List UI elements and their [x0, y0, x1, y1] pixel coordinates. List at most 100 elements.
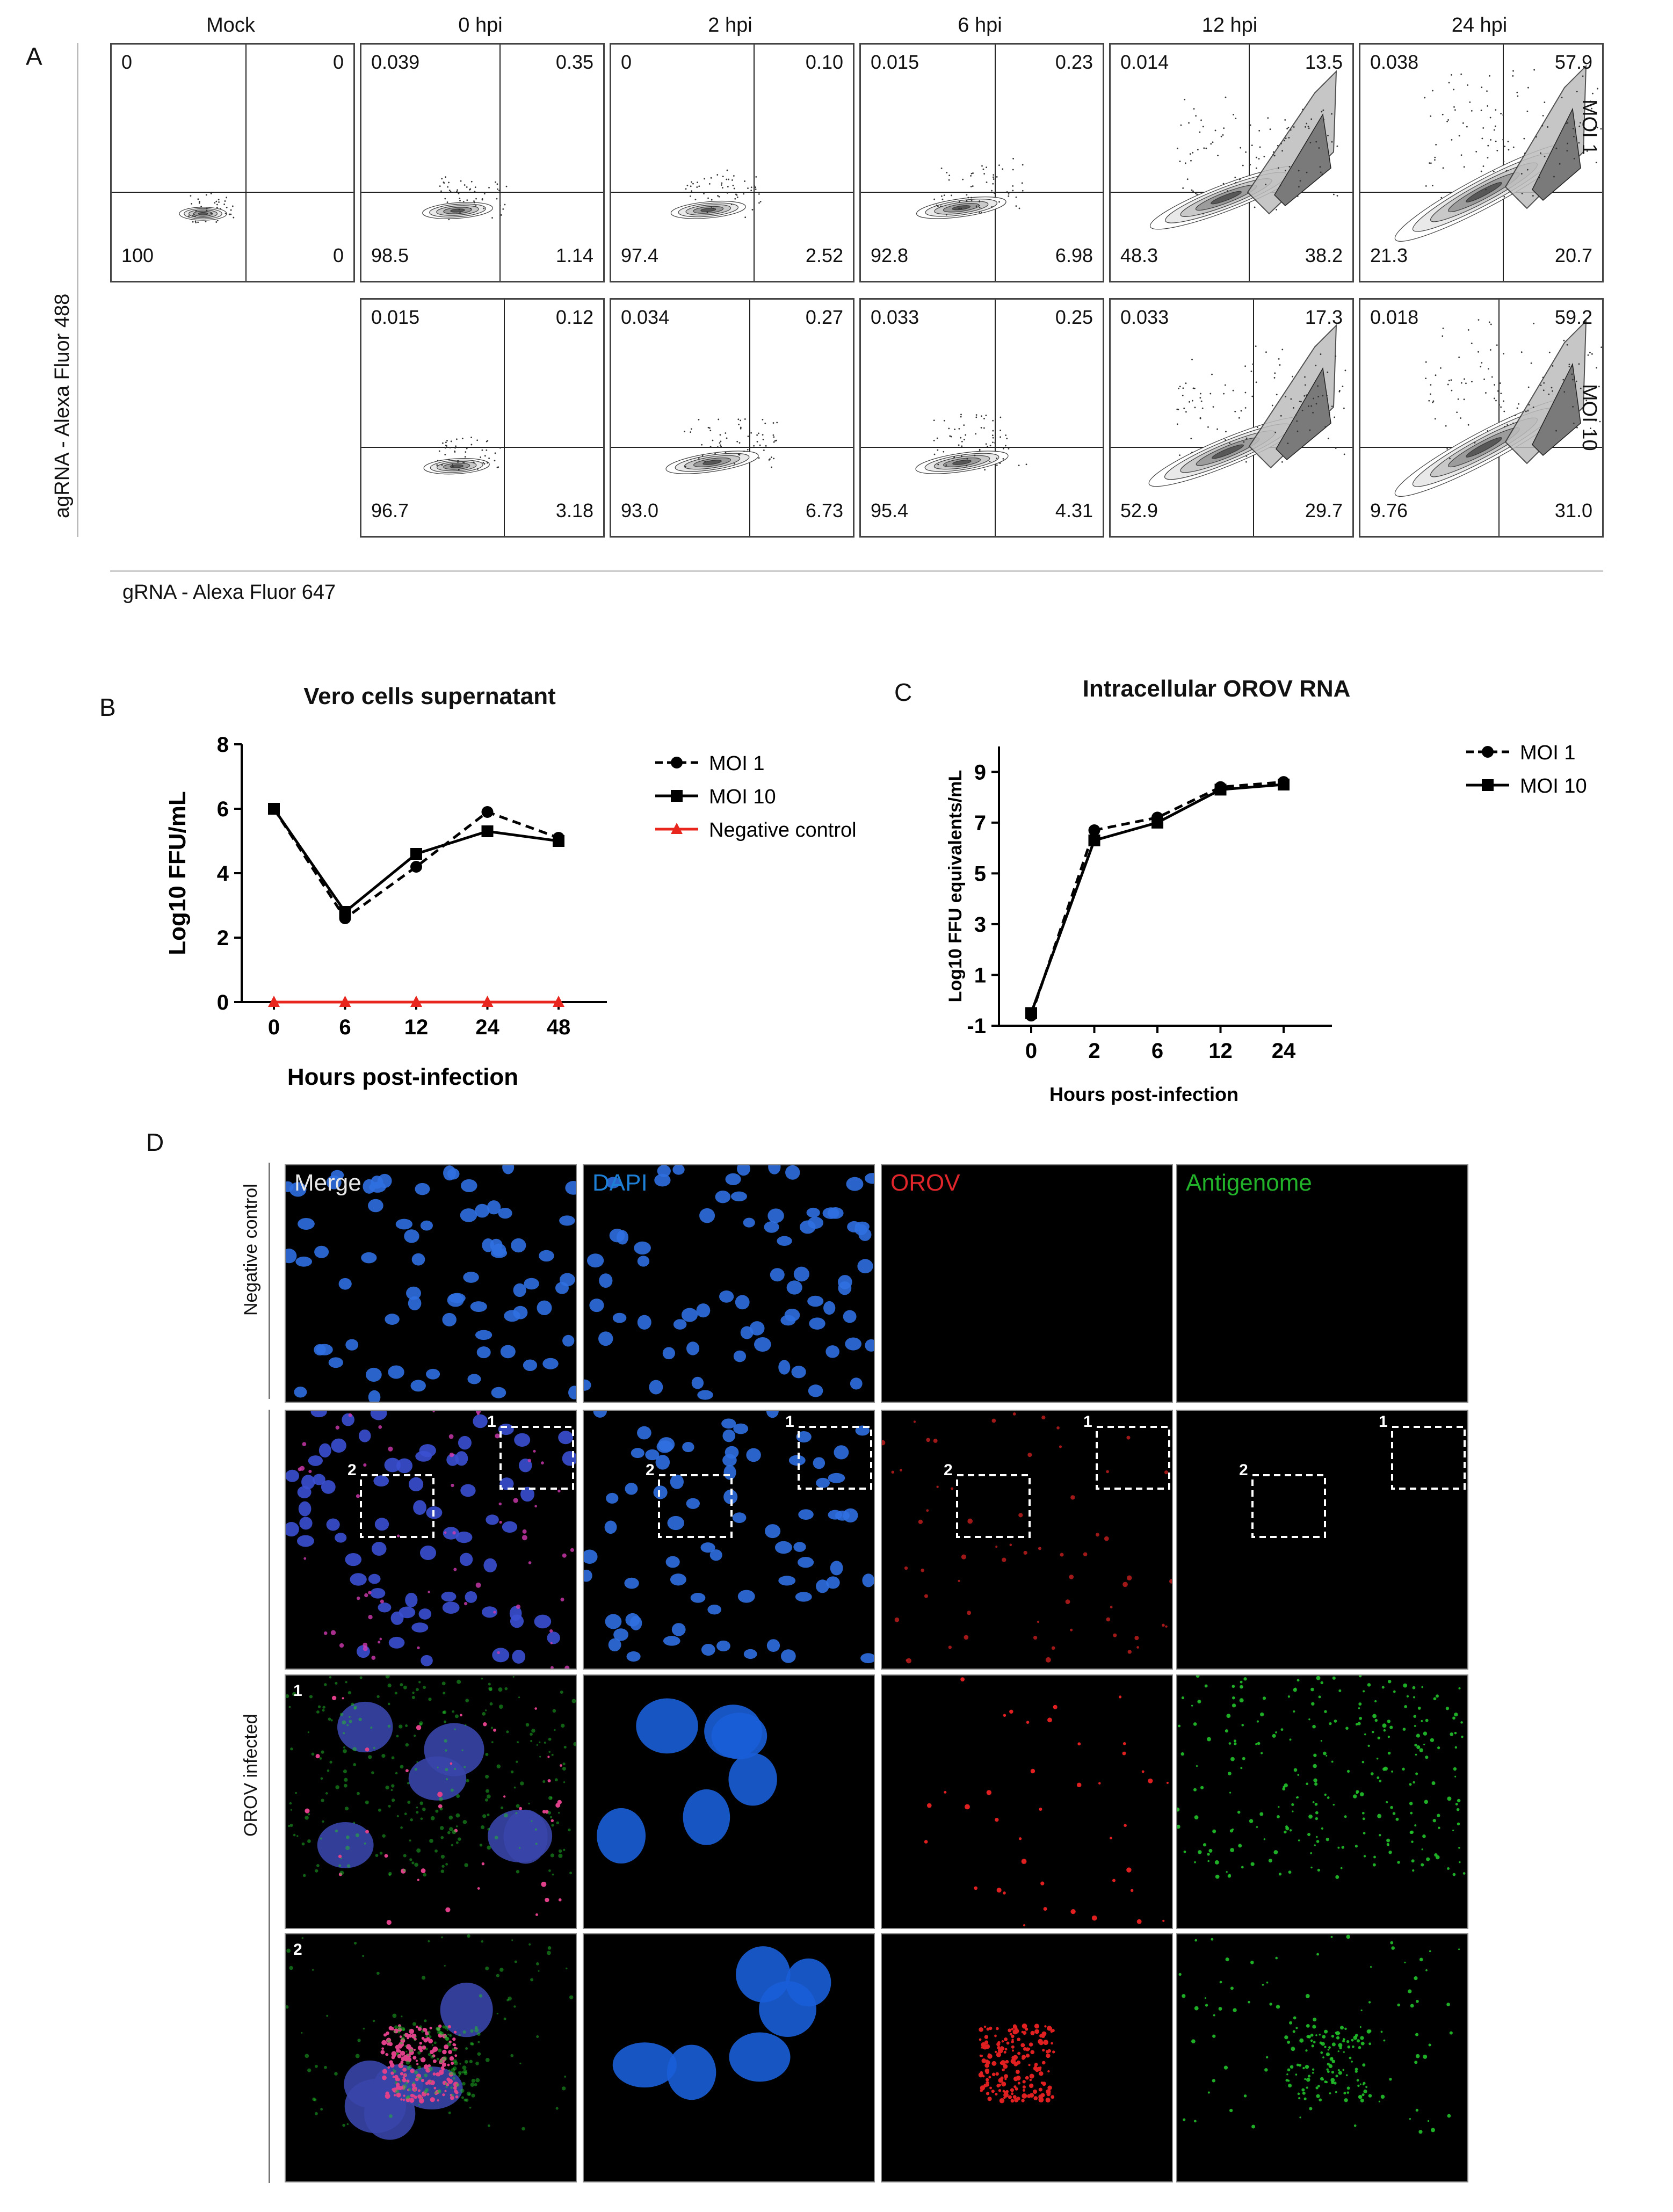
y-tick-label: 6 [217, 797, 229, 821]
quadrant-ul: 0.039 [371, 51, 420, 73]
series-line-0 [1030, 780, 1284, 1016]
row-label-moi10: MOI 10 [1578, 384, 1600, 451]
row-label-negative: Negative control [241, 1184, 261, 1316]
x-tick-label: 24 [475, 1016, 499, 1039]
quadrant-ll: 100 [121, 244, 154, 266]
quadrant-lr: 6.98 [1055, 244, 1093, 266]
quadrant-lr: 2.52 [805, 244, 843, 266]
x-axis-label: Hours post-infection [1049, 1083, 1239, 1105]
quadrant-ul: 0.033 [1120, 306, 1169, 328]
legend-label: MOI 10 [709, 786, 776, 808]
column-header-3: 6 hpi [958, 14, 1002, 37]
row-label-moi1: MOI 1 [1578, 99, 1600, 155]
flow-plot: 0.034 0.27 93.0 6.73 [610, 298, 854, 538]
chart-b-title: Vero cells supernatant [303, 683, 556, 709]
bracket-negative [269, 1163, 270, 1399]
x-tick-label: 6 [1151, 1039, 1163, 1063]
data-point [410, 848, 422, 860]
x-axis-rule [110, 570, 1603, 572]
zoom-box-label: 1 [487, 1413, 496, 1431]
y-tick-label: 0 [217, 991, 229, 1014]
quadrant-ul: 0.033 [871, 306, 919, 328]
bracket-infected [269, 1410, 270, 2183]
chart-c: -1 1 3 5 7 9 0 2 6 12 24 Hours post-infection Log10 … [945, 742, 1587, 1105]
flow-plot: 0.039 0.35 98.5 1.14 [360, 43, 605, 282]
quadrant-ul: 0 [621, 51, 632, 73]
micrograph-antigenome-row3 [1176, 1933, 1468, 2182]
y-tick-label: 4 [217, 862, 229, 886]
quadrant-ur: 0.23 [1055, 51, 1093, 73]
quadrant-ll: 96.7 [371, 499, 409, 521]
quadrant-ur: 0.10 [805, 51, 843, 73]
data-point [1088, 834, 1100, 846]
quadrant-ul: 0.015 [871, 51, 919, 73]
quadrant-ur: 0 [332, 51, 344, 73]
zoom-box-label: 2 [347, 1461, 357, 1479]
data-point [481, 806, 494, 818]
legend-marker [671, 757, 683, 768]
quadrant-lr: 4.31 [1055, 499, 1093, 521]
column-header-2: 2 hpi [708, 14, 752, 37]
y-axis-bracket [77, 43, 78, 537]
y-tick-label: 8 [217, 733, 229, 757]
quadrant-ll: 93.0 [621, 499, 659, 521]
y-tick-label: 2 [217, 926, 229, 950]
micrograph-orov-row2 [881, 1674, 1173, 1929]
data-point [410, 996, 422, 1007]
flow-y-axis-label: agRNA - Alexa Fluor 488 [51, 293, 74, 518]
quadrant-lr: 20.7 [1554, 244, 1592, 266]
flow-plot: 0.014 13.5 48.3 38.2 [1109, 43, 1354, 282]
zoom-box-label: 1 [1379, 1413, 1388, 1431]
legend-label: MOI 1 [709, 752, 764, 775]
quadrant-ur: 17.3 [1305, 306, 1343, 328]
quadrant-lr: 0 [332, 244, 344, 266]
data-point [1214, 784, 1227, 796]
series-line-0 [272, 808, 559, 920]
quadrant-lr: 3.18 [555, 499, 593, 521]
data-point [1151, 816, 1163, 829]
y-tick-label: 1 [974, 963, 986, 987]
quadrant-ur: 57.9 [1554, 51, 1592, 73]
flow-plot: 0.033 0.25 95.4 4.31 [859, 298, 1104, 538]
quadrant-lr: 29.7 [1305, 499, 1343, 521]
x-tick-label: 2 [1088, 1039, 1100, 1063]
quadrant-lr: 6.73 [805, 499, 843, 521]
data-point [481, 825, 494, 837]
data-point [1088, 824, 1100, 836]
data-point [1025, 1007, 1037, 1019]
quadrant-ur: 0.27 [805, 306, 843, 328]
quadrant-ll: 48.3 [1120, 244, 1158, 266]
channel-label: Antigenome [1186, 1170, 1312, 1196]
legend-marker [671, 790, 683, 802]
quadrant-lr: 1.14 [555, 244, 593, 266]
legend-marker [1482, 779, 1494, 791]
data-point [339, 906, 351, 918]
legend-label: MOI 10 [1520, 775, 1587, 797]
column-header-5: 24 hpi [1451, 14, 1508, 37]
flow-plot: 0.038 57.9 21.3 20.7 [1359, 43, 1604, 282]
micrograph-antigenome-row2 [1176, 1674, 1468, 1929]
quadrant-ll: 21.3 [1370, 244, 1408, 266]
legend-marker [671, 823, 683, 834]
micrograph-merge-row3: 2 [285, 1933, 577, 2182]
row-label-infected: OROV infected [241, 1714, 261, 1837]
data-point [1278, 778, 1290, 790]
x-tick-label: 0 [268, 1016, 280, 1039]
legend-marker [1482, 746, 1494, 758]
zoom-panel-label: 1 [293, 1682, 302, 1700]
quadrant-ll: 98.5 [371, 244, 409, 266]
x-tick-label: 0 [1025, 1039, 1037, 1063]
y-axis-label: Log10 FFU equivalents/mL [945, 770, 966, 1003]
column-header-0: Mock [206, 14, 255, 37]
panel-letter-d: D [146, 1128, 164, 1156]
data-point [553, 996, 564, 1007]
x-tick-label: 24 [1272, 1039, 1296, 1063]
zoom-panel-label: 2 [293, 1941, 302, 1959]
micrograph-antigenome-row0: Antigenome [1176, 1164, 1468, 1403]
micrograph-merge-row0: Merge [285, 1164, 577, 1403]
micrograph-merge-row2: 1 [285, 1674, 577, 1929]
quadrant-ll: 52.9 [1120, 499, 1158, 521]
micrograph-dapi-row2 [583, 1674, 875, 1929]
